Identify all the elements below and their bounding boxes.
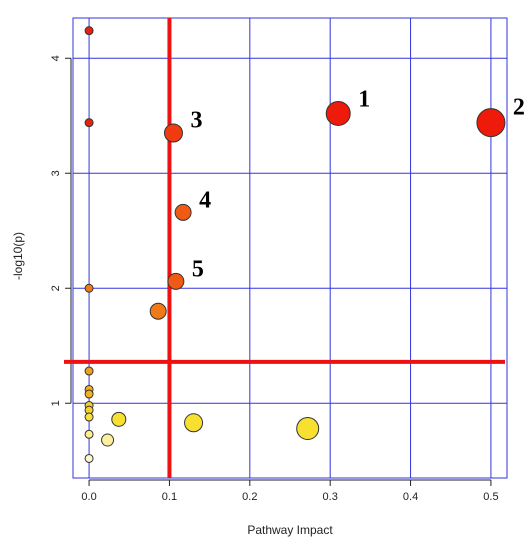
x-tick-label: 0.4 (403, 491, 418, 503)
grid-layer (72, 17, 508, 479)
y-tick-label: 3 (50, 170, 62, 176)
data-point (111, 411, 127, 427)
point-label: 5 (192, 257, 204, 283)
data-point (167, 272, 185, 290)
y-tick-label: 1 (50, 400, 62, 406)
data-point (174, 203, 192, 221)
data-point (184, 413, 204, 433)
point-label: 3 (190, 108, 202, 134)
point-label: 1 (358, 86, 370, 112)
data-point (84, 412, 94, 422)
data-point (84, 366, 94, 376)
plot-border (72, 17, 508, 479)
data-point (149, 302, 167, 320)
data-point (476, 108, 506, 138)
data-point (325, 100, 351, 126)
data-point (84, 283, 94, 293)
x-tick-label: 0.5 (483, 491, 498, 503)
y-tick-label: 2 (50, 285, 62, 291)
x-axis-title: Pathway Impact (247, 523, 333, 537)
points-layer (84, 26, 506, 463)
data-point (84, 429, 94, 439)
labels-layer: 1 2 3 4 5 (190, 86, 524, 282)
y-tick-label: 4 (50, 55, 62, 61)
data-point (163, 123, 183, 143)
data-point (101, 433, 115, 447)
data-point (84, 389, 94, 399)
x-tick-label: 0.1 (162, 491, 177, 503)
data-point (84, 26, 94, 36)
point-label: 2 (513, 94, 525, 120)
x-tick-label: 0.2 (242, 491, 257, 503)
threshold-layer (64, 18, 505, 478)
data-point (296, 417, 320, 441)
x-tick-label: 0.0 (81, 491, 96, 503)
axes-layer: 0.0 0.1 0.2 0.3 0.4 0.5 1 2 3 4 (50, 55, 499, 503)
point-label: 4 (199, 188, 211, 214)
data-point (84, 118, 94, 128)
y-axis-title: -log10(p) (11, 232, 25, 280)
x-tick-label: 0.3 (323, 491, 338, 503)
data-point (84, 453, 94, 463)
